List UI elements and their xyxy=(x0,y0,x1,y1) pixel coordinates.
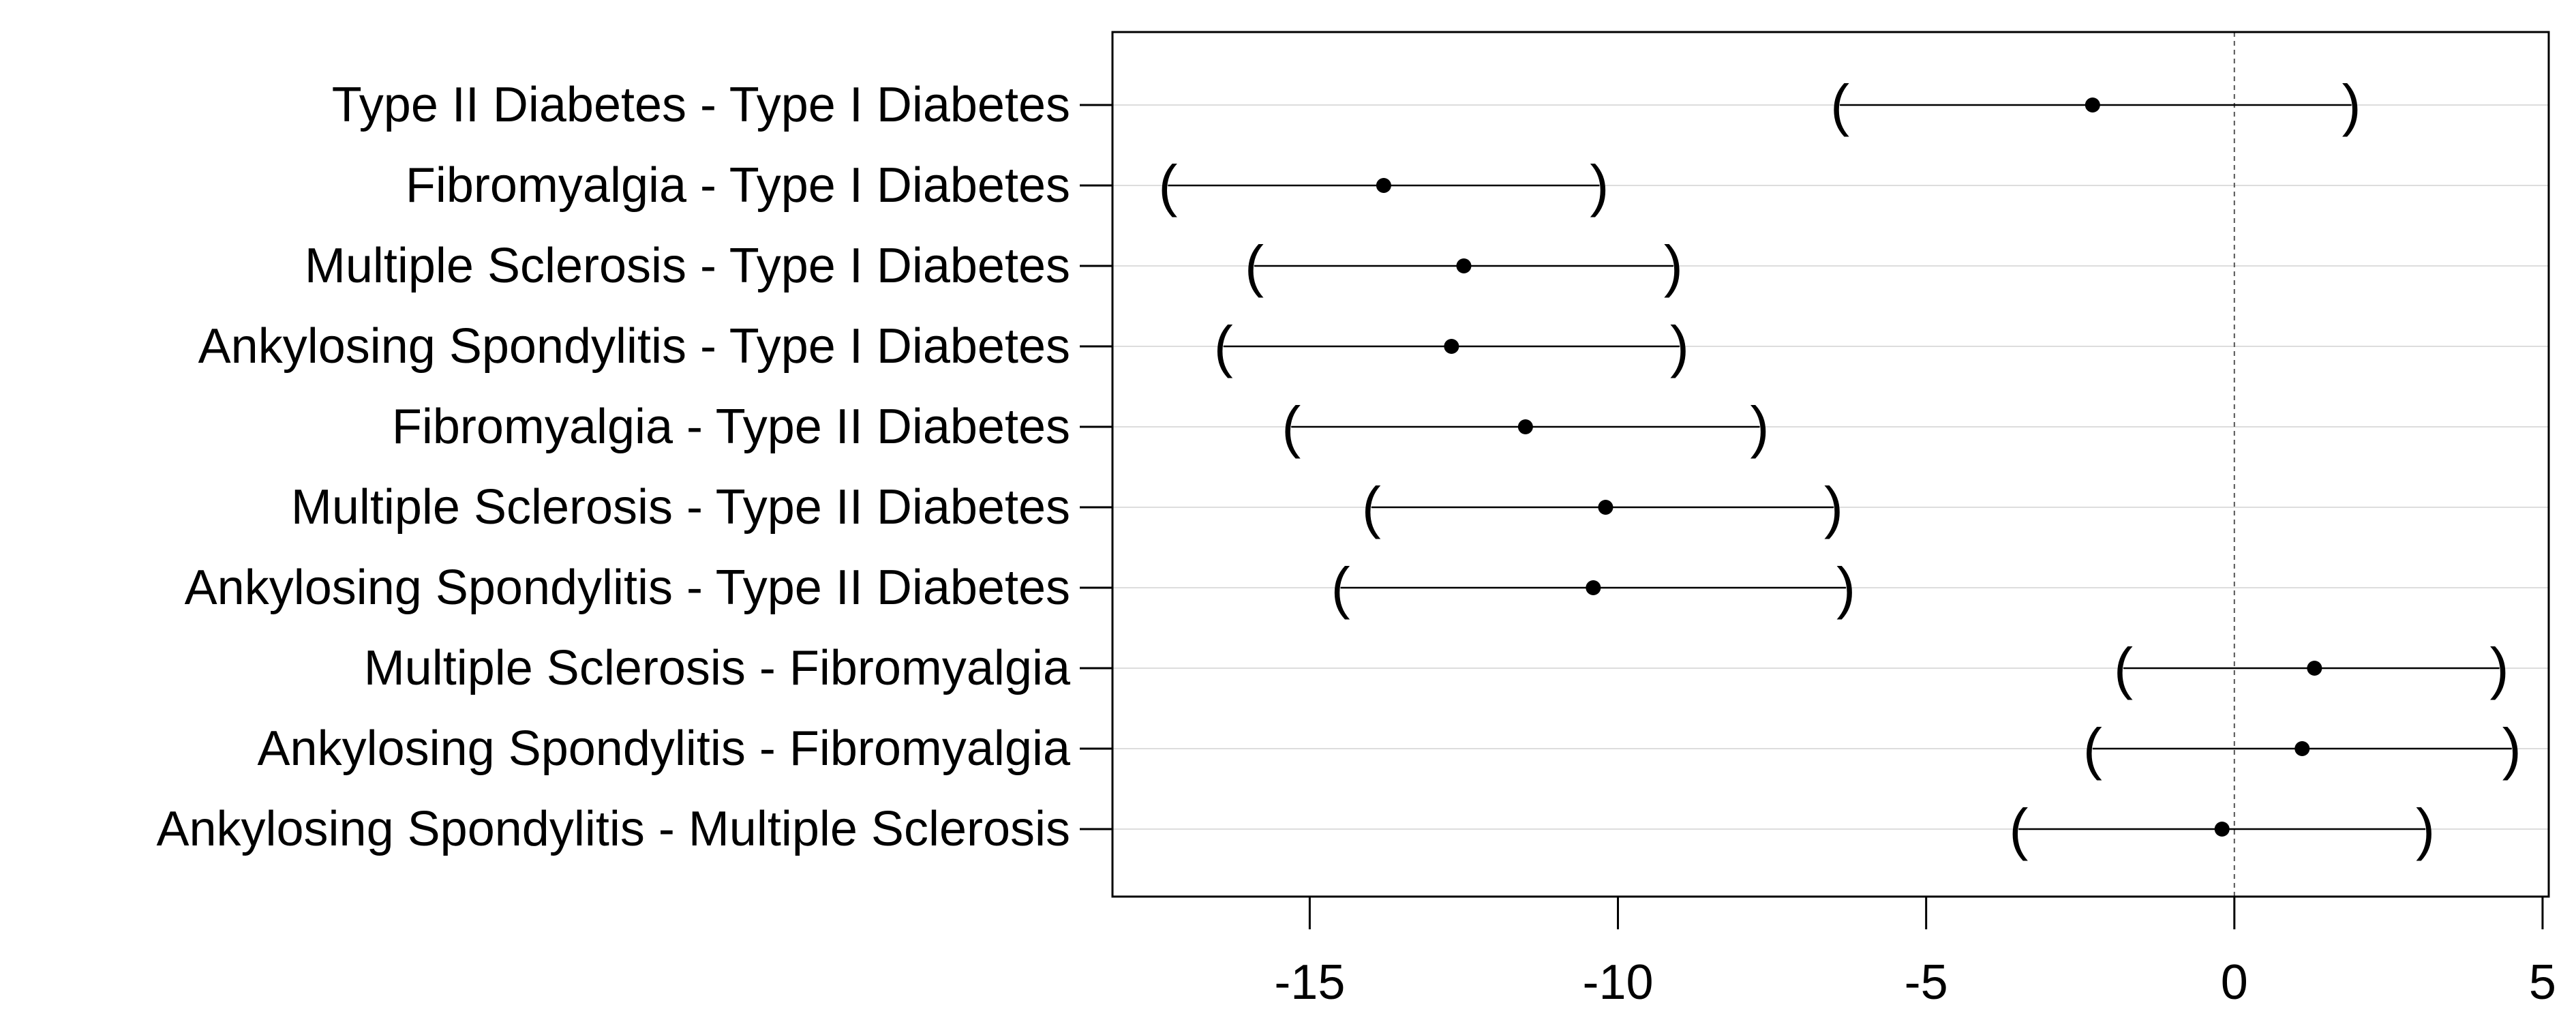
point-estimate xyxy=(1598,500,1613,515)
x-tick-label: -5 xyxy=(1905,955,1948,1010)
comparison-interval: () xyxy=(1362,475,1843,539)
ci-lower-bracket: ( xyxy=(1331,556,1350,620)
comparison-label: Fibromyalgia - Type I Diabetes xyxy=(406,158,1070,213)
ci-upper-bracket: ) xyxy=(2490,636,2509,700)
ci-lower-bracket: ( xyxy=(1282,395,1301,459)
confidence-intervals: ()()()()()()()()()() xyxy=(1158,73,2521,861)
ci-lower-bracket: ( xyxy=(2083,717,2102,781)
comparison-interval: () xyxy=(1282,395,1769,459)
comparison-interval: () xyxy=(1830,73,2361,137)
x-tick-label: 0 xyxy=(2221,955,2248,1010)
comparison-label: Ankylosing Spondylitis - Type I Diabetes xyxy=(198,319,1070,374)
ci-upper-bracket: ) xyxy=(2502,717,2521,781)
comparison-interval: () xyxy=(2114,636,2509,700)
ci-upper-bracket: ) xyxy=(1836,556,1855,620)
comparison-label: Ankylosing Spondylitis - Fibromyalgia xyxy=(258,721,1071,776)
ci-upper-bracket: ) xyxy=(1824,475,1843,539)
x-tick-label: 5 xyxy=(2529,955,2556,1010)
point-estimate xyxy=(2307,661,2322,676)
ci-lower-bracket: ( xyxy=(1158,153,1177,217)
comparison-label: Multiple Sclerosis - Type I Diabetes xyxy=(305,239,1070,293)
comparison-label: Ankylosing Spondylitis - Type II Diabete… xyxy=(185,560,1070,615)
point-estimate xyxy=(1517,419,1533,434)
comparison-interval: () xyxy=(2083,717,2521,781)
comparison-label: Ankylosing Spondylitis - Multiple Sclero… xyxy=(156,802,1070,856)
ci-upper-bracket: ) xyxy=(1670,314,1689,378)
ci-upper-bracket: ) xyxy=(1664,234,1683,298)
x-tick-label: -10 xyxy=(1582,955,1653,1010)
ci-lower-bracket: ( xyxy=(2009,797,2028,861)
ci-lower-bracket: ( xyxy=(1245,234,1264,298)
comparison-interval: () xyxy=(2009,797,2435,861)
plot-frame xyxy=(1111,31,2550,898)
x-tick-label: -15 xyxy=(1274,955,1345,1010)
comparison-interval: () xyxy=(1214,314,1689,378)
ci-upper-bracket: ) xyxy=(1751,395,1770,459)
ci-lower-bracket: ( xyxy=(1830,73,1849,137)
comparison-label: Multiple Sclerosis - Type II Diabetes xyxy=(291,480,1070,535)
x-axis: -15 -10 -5 0 5 xyxy=(1274,897,2556,1010)
point-estimate xyxy=(1376,178,1391,193)
ci-upper-bracket: ) xyxy=(1590,153,1609,217)
ci-lower-bracket: ( xyxy=(1362,475,1381,539)
ci-lower-bracket: ( xyxy=(1214,314,1233,378)
point-estimate xyxy=(2294,741,2310,756)
comparison-label: Type II Diabetes - Type I Diabetes xyxy=(332,78,1070,132)
ci-lower-bracket: ( xyxy=(2114,636,2133,700)
ci-upper-bracket: ) xyxy=(2342,73,2361,137)
point-estimate xyxy=(1444,339,1459,354)
point-estimate xyxy=(1586,580,1601,595)
comparison-label: Fibromyalgia - Type II Diabetes xyxy=(392,400,1070,454)
point-estimate xyxy=(2214,822,2230,837)
comparison-label: Multiple Sclerosis - Fibromyalgia xyxy=(364,641,1071,695)
point-estimate xyxy=(2085,97,2100,112)
ci-upper-bracket: ) xyxy=(2416,797,2435,861)
comparison-interval: () xyxy=(1245,234,1683,298)
comparison-interval: () xyxy=(1158,153,1609,217)
point-estimate xyxy=(1456,258,1472,273)
comparison-interval: () xyxy=(1331,556,1856,620)
y-axis: Type II Diabetes - Type I Diabetes Fibrom… xyxy=(156,78,1112,856)
